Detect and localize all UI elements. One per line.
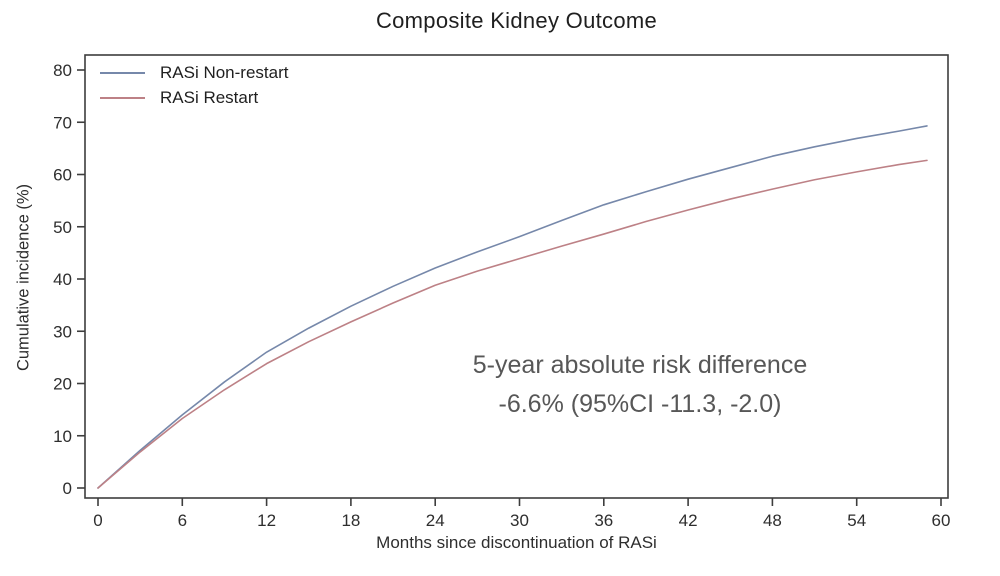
x-tick-label: 18 <box>341 511 360 530</box>
plot-frame <box>84 54 949 499</box>
legend-label: RASi Restart <box>160 87 259 107</box>
legend-line-swatch <box>100 71 145 74</box>
chart-title: Composite Kidney Outcome <box>375 8 658 33</box>
x-tick-label: 0 <box>93 511 102 530</box>
x-tick-label: 54 <box>847 511 866 530</box>
legend-line-swatch <box>100 96 145 99</box>
x-tick-label: 60 <box>932 511 951 530</box>
y-tick-label: 20 <box>53 375 72 394</box>
x-tick-label: 30 <box>510 511 529 530</box>
y-tick-label: 50 <box>53 218 72 237</box>
annotation-line-1: 5-year absolute risk difference <box>472 351 808 379</box>
y-tick-label: 80 <box>53 61 72 80</box>
legend: RASi Non-restart RASi Restart <box>100 60 288 110</box>
y-tick-label: 0 <box>63 479 72 498</box>
y-tick-label: 60 <box>53 166 72 185</box>
x-tick-label: 36 <box>594 511 613 530</box>
y-tick-label: 30 <box>53 322 72 341</box>
x-tick-label: 12 <box>257 511 276 530</box>
series-line-rasi-non-restart <box>97 125 928 489</box>
series-line-rasi-restart <box>97 159 928 489</box>
x-tick-label: 42 <box>679 511 698 530</box>
x-axis-title: Months since discontinuation of RASi <box>376 533 657 552</box>
legend-item: RASi Non-restart <box>100 60 288 85</box>
legend-label: RASi Non-restart <box>160 62 289 82</box>
x-tick-label: 6 <box>178 511 187 530</box>
y-tick-label: 40 <box>53 270 72 289</box>
x-tick-label: 48 <box>763 511 782 530</box>
y-tick-label: 10 <box>53 427 72 446</box>
x-tick-label: 24 <box>426 511 445 530</box>
y-tick-label: 70 <box>53 113 72 132</box>
legend-item: RASi Restart <box>100 85 288 110</box>
annotation-line-2: -6.6% (95%CI -11.3, -2.0) <box>498 390 782 418</box>
risk-difference-annotation: 5-year absolute risk difference -6.6% (9… <box>390 346 890 424</box>
y-axis-title: Cumulative incidence (%) <box>14 183 33 372</box>
